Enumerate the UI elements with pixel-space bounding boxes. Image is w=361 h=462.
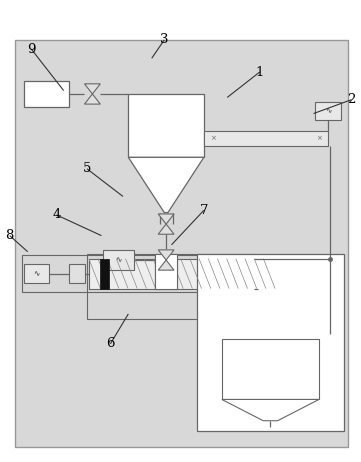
Bar <box>197 254 344 432</box>
Bar <box>129 94 204 157</box>
Text: 8: 8 <box>5 229 14 242</box>
Polygon shape <box>129 157 204 213</box>
Polygon shape <box>158 224 174 234</box>
Text: ∿: ∿ <box>34 269 40 278</box>
Polygon shape <box>84 84 100 94</box>
Polygon shape <box>158 250 174 260</box>
Bar <box>87 254 256 318</box>
Polygon shape <box>222 400 319 421</box>
Bar <box>100 259 109 289</box>
Bar <box>316 102 340 121</box>
Bar <box>24 81 69 107</box>
Polygon shape <box>84 94 100 104</box>
Text: 7: 7 <box>200 204 208 217</box>
Text: ×: × <box>316 135 322 141</box>
Text: 4: 4 <box>52 208 61 221</box>
Polygon shape <box>158 214 174 224</box>
Text: 2: 2 <box>347 93 356 106</box>
Bar <box>89 259 254 289</box>
Text: 3: 3 <box>160 33 169 46</box>
Polygon shape <box>158 260 174 270</box>
Bar <box>22 255 256 292</box>
Bar <box>222 339 319 400</box>
Text: 6: 6 <box>106 337 115 350</box>
Bar <box>24 264 49 283</box>
Text: ∿: ∿ <box>115 255 122 265</box>
Bar <box>15 40 348 448</box>
Text: 1: 1 <box>256 66 264 79</box>
Text: ×: × <box>210 135 216 141</box>
Bar <box>103 250 134 270</box>
Text: 5: 5 <box>83 162 91 175</box>
Bar <box>155 254 177 289</box>
Text: 9: 9 <box>27 43 35 55</box>
Bar <box>155 254 177 289</box>
Bar <box>204 131 328 146</box>
Bar <box>69 264 85 283</box>
Text: ∿: ∿ <box>325 107 331 116</box>
